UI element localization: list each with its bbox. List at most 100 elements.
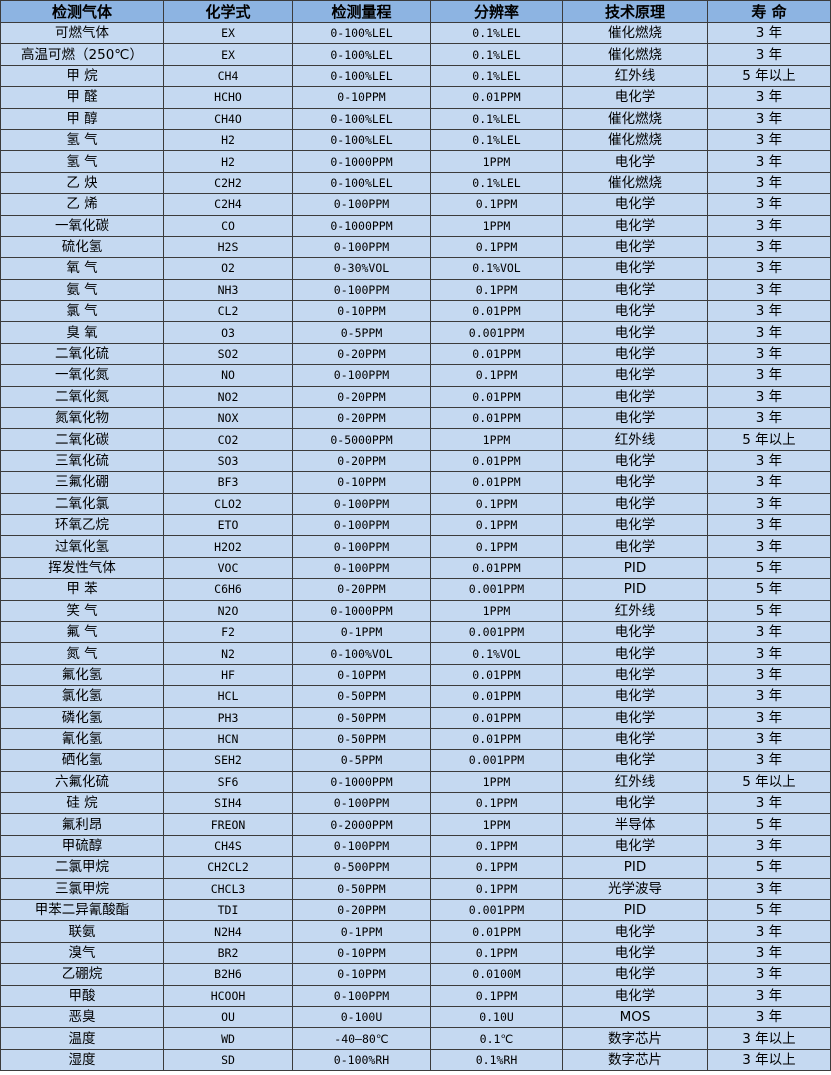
cell-technical-principle: 电化学: [562, 321, 708, 344]
cell-lifespan: 5 年以上: [707, 64, 831, 88]
table-row: 甲硫醇 CH4S 0-100PPM 0.1PPM 电化学 3 年: [0, 834, 831, 858]
cell-detection-range: 0-100PPM: [292, 792, 431, 815]
cell-technical-principle: 电化学: [562, 300, 708, 323]
cell-detection-range: 0-100%LEL: [292, 64, 431, 88]
cell-resolution: 0.001PPM: [430, 321, 563, 344]
cell-technical-principle: 电化学: [562, 706, 708, 729]
cell-lifespan: 3 年: [707, 471, 831, 494]
cell-chemical-formula: N2: [163, 642, 293, 665]
table-row: 过氧化氢 H2O2 0-100PPM 0.1PPM 电化学 3 年: [0, 535, 831, 558]
cell-gas-name: 一氧化碳: [0, 214, 164, 237]
cell-gas-name: 三氟化硼: [0, 471, 164, 494]
cell-resolution: 0.01PPM: [430, 663, 563, 687]
cell-detection-range: 0-20PPM: [292, 449, 431, 473]
cell-chemical-formula: FREON: [163, 813, 293, 836]
cell-gas-name: 磷化氢: [0, 706, 164, 729]
cell-chemical-formula: H2S: [163, 235, 293, 259]
cell-lifespan: 3 年: [707, 1005, 831, 1029]
cell-technical-principle: 催化燃烧: [562, 171, 708, 195]
cell-technical-principle: 电化学: [562, 214, 708, 237]
cell-resolution: 0.01PPM: [430, 449, 563, 473]
cell-resolution: 0.1%LEL: [430, 64, 563, 88]
cell-detection-range: 0-100%RH: [292, 1048, 431, 1072]
cell-technical-principle: 电化学: [562, 471, 708, 494]
cell-gas-name: 臭 氧: [0, 321, 164, 344]
cell-detection-range: 0-100PPM: [292, 492, 431, 515]
table-row: 甲 烷 CH4 0-100%LEL 0.1%LEL 红外线 5 年以上: [0, 64, 831, 88]
cell-gas-name: 二氧化硫: [0, 342, 164, 366]
cell-resolution: 0.01PPM: [430, 920, 563, 943]
cell-gas-name: 甲 苯: [0, 578, 164, 601]
cell-detection-range: 0-1PPM: [292, 920, 431, 943]
cell-chemical-formula: CH4: [163, 64, 293, 88]
cell-resolution: 0.1%VOL: [430, 642, 563, 665]
cell-resolution: 0.1PPM: [430, 535, 563, 558]
cell-detection-range: 0-50PPM: [292, 685, 431, 708]
cell-detection-range: 0-100U: [292, 1005, 431, 1029]
cell-lifespan: 3 年: [707, 513, 831, 537]
table-row: 甲酸 HCOOH 0-100PPM 0.1PPM 电化学 3 年: [0, 984, 831, 1007]
cell-chemical-formula: SO3: [163, 449, 293, 473]
table-row: 氟利昂 FREON 0-2000PPM 1PPM 半导体 5 年: [0, 813, 831, 836]
table-row: 联氨 N2H4 0-1PPM 0.01PPM 电化学 3 年: [0, 920, 831, 943]
cell-resolution: 0.1PPM: [430, 278, 563, 302]
cell-technical-principle: PID: [562, 556, 708, 580]
column-header-resolution: 分辨率: [430, 0, 563, 23]
table-row: 氮 气 N2 0-100%VOL 0.1%VOL 电化学 3 年: [0, 642, 831, 665]
cell-resolution: 0.1PPM: [430, 792, 563, 815]
cell-lifespan: 3 年: [707, 685, 831, 708]
column-header-gas-name: 检测气体: [0, 0, 164, 23]
cell-resolution: 0.1%LEL: [430, 21, 563, 45]
table-row: 氢 气 H2 0-100%LEL 0.1%LEL 催化燃烧 3 年: [0, 128, 831, 152]
cell-detection-range: 0-100PPM: [292, 535, 431, 558]
cell-technical-principle: 电化学: [562, 150, 708, 173]
cell-detection-range: 0-1000PPM: [292, 214, 431, 237]
cell-resolution: 0.1%LEL: [430, 107, 563, 130]
cell-lifespan: 3 年: [707, 128, 831, 152]
cell-detection-range: 0-100%LEL: [292, 107, 431, 130]
table-row: 硅 烷 SIH4 0-100PPM 0.1PPM 电化学 3 年: [0, 792, 831, 815]
header-row: 检测气体 化学式 检测量程 分辨率 技术原理寿 命: [0, 0, 831, 23]
cell-gas-name: 联氨: [0, 920, 164, 943]
table-row: 臭 氧 O3 0-5PPM 0.001PPM 电化学 3 年: [0, 321, 831, 344]
table-row: 三氟化硼 BF3 0-10PPM 0.01PPM 电化学 3 年: [0, 471, 831, 494]
table-row: 甲 苯 C6H6 0-20PPM 0.001PPM PID 5 年: [0, 578, 831, 601]
cell-technical-principle: 数字芯片: [562, 1027, 708, 1050]
cell-chemical-formula: HF: [163, 663, 293, 687]
cell-detection-range: 0-100PPM: [292, 556, 431, 580]
cell-resolution: 0.01PPM: [430, 706, 563, 729]
cell-detection-range: 0-100PPM: [292, 364, 431, 387]
cell-lifespan: 3 年: [707, 706, 831, 729]
cell-lifespan: 3 年: [707, 43, 831, 66]
cell-technical-principle: 电化学: [562, 984, 708, 1007]
cell-resolution: 1PPM: [430, 214, 563, 237]
cell-gas-name: 过氧化氢: [0, 535, 164, 558]
cell-detection-range: 0-1000PPM: [292, 770, 431, 794]
cell-gas-name: 甲硫醇: [0, 834, 164, 858]
cell-chemical-formula: C6H6: [163, 578, 293, 601]
cell-detection-range: 0-50PPM: [292, 727, 431, 751]
cell-lifespan: 3 年: [707, 749, 831, 772]
table-row: 二氧化氮 NO2 0-20PPM 0.01PPM 电化学 3 年: [0, 385, 831, 409]
cell-chemical-formula: H2: [163, 150, 293, 173]
table-row: 二氧化碳 CO2 0-5000PPM 1PPM 红外线 5 年以上: [0, 428, 831, 451]
table-row: 氟化氢 HF 0-10PPM 0.01PPM 电化学 3 年: [0, 663, 831, 687]
cell-lifespan: 3 年: [707, 235, 831, 259]
table-row: 硫化氢 H2S 0-100PPM 0.1PPM 电化学 3 年: [0, 235, 831, 259]
cell-gas-name: 六氟化硫: [0, 770, 164, 794]
cell-resolution: 0.1PPM: [430, 941, 563, 965]
table-row: 甲 醇 CH4O 0-100%LEL 0.1%LEL 催化燃烧 3 年: [0, 107, 831, 130]
cell-lifespan: 3 年: [707, 620, 831, 644]
cell-detection-range: 0-100%LEL: [292, 43, 431, 66]
cell-technical-principle: 催化燃烧: [562, 128, 708, 152]
cell-lifespan: 5 年: [707, 578, 831, 601]
cell-chemical-formula: NO2: [163, 385, 293, 409]
cell-lifespan: 3 年: [707, 920, 831, 943]
table-row: 二氧化氯 CLO2 0-100PPM 0.1PPM 电化学 3 年: [0, 492, 831, 515]
cell-detection-range: 0-5PPM: [292, 321, 431, 344]
cell-chemical-formula: NOX: [163, 407, 293, 430]
cell-technical-principle: 电化学: [562, 834, 708, 858]
cell-chemical-formula: SD: [163, 1048, 293, 1072]
cell-chemical-formula: CHCL3: [163, 877, 293, 901]
